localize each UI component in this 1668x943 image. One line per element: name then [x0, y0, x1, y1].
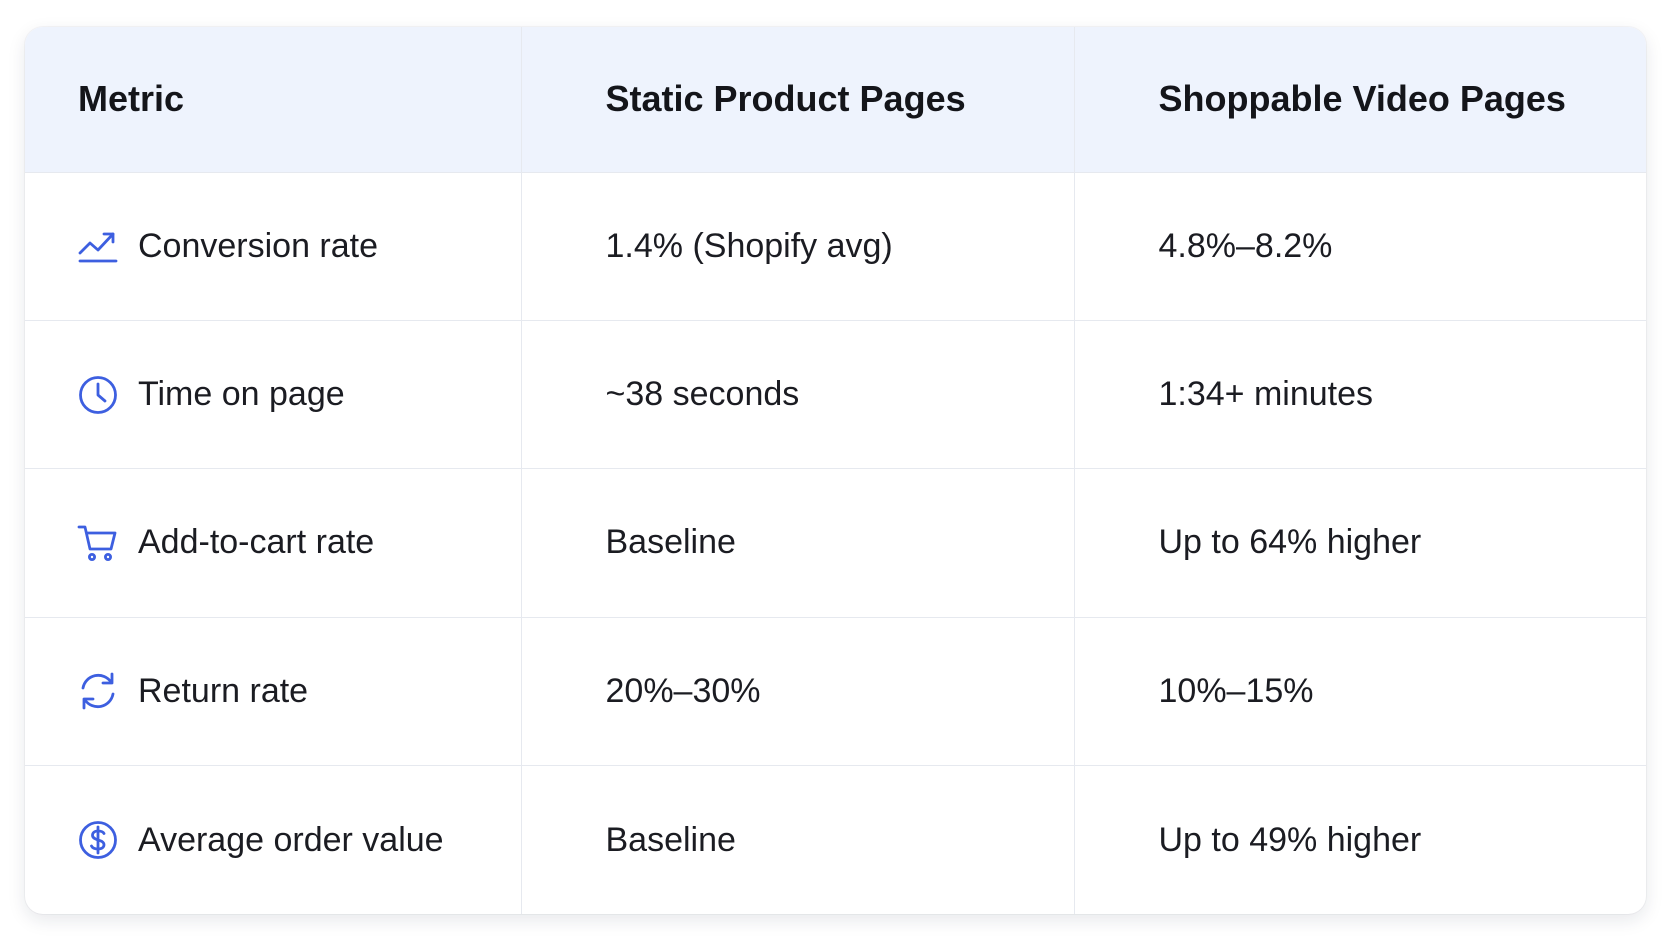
column-header-metric: Metric: [25, 27, 522, 173]
metric-cell: Conversion rate: [25, 172, 522, 321]
table-header: Metric Static Product Pages Shoppable Vi…: [25, 27, 1646, 173]
comparison-table: Metric Static Product Pages Shoppable Vi…: [25, 27, 1646, 914]
header-row: Metric Static Product Pages Shoppable Vi…: [25, 27, 1646, 173]
video-value: 4.8%–8.2%: [1074, 172, 1646, 321]
metric-label: Time on page: [138, 375, 345, 414]
metric-cell: Return rate: [25, 617, 522, 767]
video-value: Up to 49% higher: [1158, 820, 1422, 859]
video-value: 10%–15%: [1074, 617, 1646, 767]
table-row: Return rate 20%–30% 10%–15%: [25, 617, 1646, 767]
static-value: 20%–30%: [521, 617, 1075, 767]
table-row: Average order value Baseline Up to 49% h…: [25, 765, 1646, 914]
column-header-static: Static Product Pages: [521, 27, 1075, 173]
metric-cell: Add-to-cart rate: [25, 468, 522, 618]
static-value: Baseline: [521, 468, 1075, 618]
static-value: ~38 seconds: [521, 320, 1075, 470]
column-header-video: Shoppable Video Pages: [1074, 27, 1646, 173]
static-value: 1.4% (Shopify avg): [521, 172, 1075, 321]
metric-cell: Average order value: [25, 765, 522, 914]
refresh-icon: [77, 670, 119, 712]
video-value: Up to 64% higher: [1074, 468, 1646, 618]
video-value: 1:34+ minutes: [1074, 320, 1646, 470]
table-body: Conversion rate 1.4% (Shopify avg) 4.8%–…: [25, 172, 1646, 914]
dollar-circle-icon: [77, 819, 119, 861]
trending-up-icon: [77, 225, 119, 267]
table-row: Conversion rate 1.4% (Shopify avg) 4.8%–…: [25, 172, 1646, 321]
metric-label: Conversion rate: [138, 226, 379, 265]
metric-label: Return rate: [138, 671, 309, 710]
metric-label: Average order value: [138, 820, 444, 859]
static-value: Baseline: [521, 765, 1075, 914]
comparison-table-card: Metric Static Product Pages Shoppable Vi…: [25, 27, 1646, 914]
clock-icon: [77, 374, 119, 416]
table-row: Add-to-cart rate Baseline Up to 64% high…: [25, 468, 1646, 618]
table-row: Time on page ~38 seconds 1:34+ minutes: [25, 320, 1646, 470]
shopping-cart-icon: [77, 522, 119, 564]
metric-cell: Time on page: [25, 320, 522, 470]
metric-label: Add-to-cart rate: [138, 523, 375, 562]
